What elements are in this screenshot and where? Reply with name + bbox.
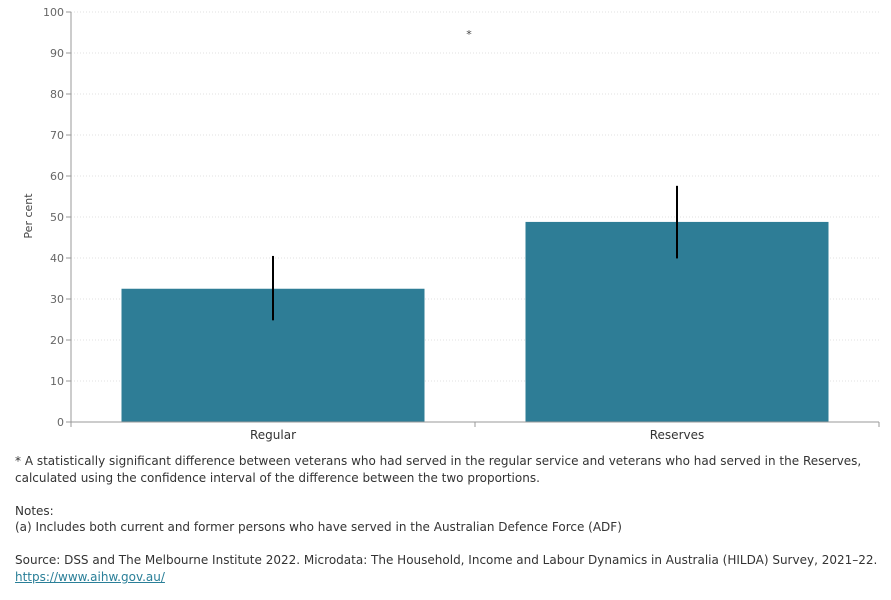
y-tick-label: 50 [50, 211, 64, 224]
error-bars [272, 185, 678, 321]
notes-heading: Notes: [15, 504, 54, 518]
significance-footnote: * A statistically significant difference… [15, 454, 862, 485]
y-tick-label: 90 [50, 47, 64, 60]
y-tick-label: 0 [57, 416, 64, 429]
labels: 0 10 20 30 40 50 60 70 80 90 100 Regular Reserves [43, 6, 704, 442]
significance-marker: * [466, 28, 472, 41]
x-category-label: Regular [250, 428, 296, 442]
x-category-label: Reserves [650, 428, 705, 442]
y-tick-label: 40 [50, 252, 64, 265]
bars [121, 221, 829, 422]
axes [66, 11, 880, 427]
source-link[interactable]: https://www.aihw.gov.au/ [15, 570, 165, 584]
note-a: (a) Includes both current and former per… [15, 520, 622, 534]
bar-chart: 0 10 20 30 40 50 60 70 80 90 100 Regular Reserves Pe… [22, 6, 880, 442]
source-link-row: https://www.aihw.gov.au/ [15, 569, 881, 586]
y-tick-label: 70 [50, 129, 64, 142]
y-tick-label: 10 [50, 375, 64, 388]
y-tick-label: 80 [50, 88, 64, 101]
y-tick-label: 30 [50, 293, 64, 306]
y-axis-title: Per cent [22, 193, 35, 239]
y-tick-label: 60 [50, 170, 64, 183]
y-tick-label: 20 [50, 334, 64, 347]
y-tick-label: 100 [43, 6, 64, 19]
source-note: Source: DSS and The Melbourne Institute … [15, 553, 878, 567]
